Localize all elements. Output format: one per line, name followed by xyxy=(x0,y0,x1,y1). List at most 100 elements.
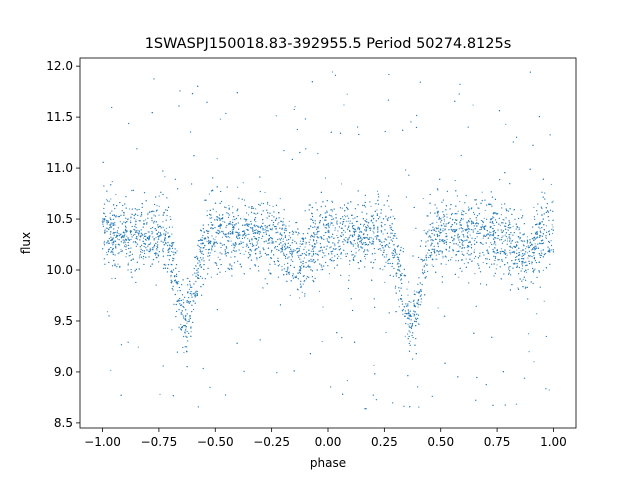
data-point xyxy=(346,253,349,255)
data-point xyxy=(518,266,520,269)
data-point xyxy=(186,346,188,348)
data-point xyxy=(225,207,227,209)
data-point xyxy=(283,218,285,220)
data-point xyxy=(519,238,521,240)
data-point xyxy=(510,246,512,249)
data-point xyxy=(230,267,232,269)
data-point xyxy=(261,226,264,228)
data-point xyxy=(545,225,548,227)
data-point xyxy=(106,253,108,256)
data-point xyxy=(102,222,104,224)
data-point xyxy=(458,228,460,230)
data-point xyxy=(347,287,350,290)
data-point xyxy=(520,240,522,242)
data-point xyxy=(442,216,444,218)
data-point xyxy=(331,221,333,224)
data-point xyxy=(476,236,478,238)
data-point xyxy=(139,253,141,256)
data-point xyxy=(178,280,180,283)
data-point xyxy=(219,252,221,254)
data-point xyxy=(150,265,152,267)
data-point xyxy=(413,315,415,317)
data-point xyxy=(112,218,114,220)
data-point xyxy=(507,238,509,240)
data-point xyxy=(383,241,385,243)
data-point xyxy=(207,236,209,238)
data-point xyxy=(311,276,314,278)
data-point xyxy=(352,254,354,256)
data-point xyxy=(469,234,471,236)
data-point xyxy=(436,207,438,209)
data-point xyxy=(379,216,381,218)
data-point xyxy=(216,242,218,244)
data-point xyxy=(392,253,395,255)
data-point xyxy=(288,235,290,237)
data-point xyxy=(372,238,375,240)
data-point xyxy=(299,243,301,245)
data-point xyxy=(110,369,112,371)
data-point xyxy=(255,213,257,215)
data-point xyxy=(158,205,160,207)
data-point xyxy=(526,246,528,248)
data-point xyxy=(259,256,261,259)
data-point xyxy=(417,314,420,316)
data-point xyxy=(175,264,178,266)
data-point xyxy=(117,253,119,255)
data-point xyxy=(540,254,542,256)
data-point xyxy=(479,271,482,273)
data-point xyxy=(468,208,470,210)
data-point xyxy=(162,267,165,269)
data-point xyxy=(220,246,222,249)
data-point xyxy=(398,263,400,265)
data-point xyxy=(399,270,401,272)
data-point xyxy=(230,256,232,258)
data-point xyxy=(226,233,228,235)
data-point xyxy=(102,218,104,220)
chart-title: 1SWASPJ150018.83-392955.5 Period 50274.8… xyxy=(145,36,512,52)
data-point xyxy=(243,253,245,255)
data-point xyxy=(461,241,464,244)
data-point xyxy=(201,236,203,239)
data-point xyxy=(353,234,356,236)
data-point xyxy=(202,253,204,255)
data-point xyxy=(277,276,280,278)
data-point xyxy=(482,237,484,239)
data-point xyxy=(255,208,257,210)
data-point xyxy=(128,208,131,210)
data-point xyxy=(230,223,232,225)
data-point xyxy=(137,229,139,231)
data-point xyxy=(108,200,110,202)
data-point xyxy=(449,246,451,248)
data-point xyxy=(358,231,361,233)
data-point xyxy=(120,214,122,216)
data-point xyxy=(189,284,191,287)
data-point xyxy=(444,229,446,231)
data-point xyxy=(432,265,434,268)
data-point xyxy=(505,123,507,125)
data-point xyxy=(254,264,256,266)
data-point xyxy=(524,287,527,289)
data-point xyxy=(285,253,288,256)
data-point xyxy=(516,249,518,251)
data-point xyxy=(242,246,244,248)
data-point xyxy=(485,258,487,260)
data-point xyxy=(385,261,387,263)
data-point xyxy=(512,225,514,228)
data-point xyxy=(364,236,366,239)
data-point xyxy=(529,255,532,257)
data-point xyxy=(171,226,174,228)
data-point xyxy=(106,223,108,225)
data-point xyxy=(479,252,481,254)
data-point xyxy=(394,287,396,289)
data-point xyxy=(278,222,280,224)
data-point xyxy=(172,285,174,287)
data-point xyxy=(229,236,231,239)
data-point xyxy=(331,201,334,203)
data-point xyxy=(407,323,409,325)
data-point xyxy=(364,258,367,260)
data-point xyxy=(456,213,458,215)
data-point xyxy=(337,230,339,232)
data-point xyxy=(102,223,104,225)
data-point xyxy=(145,239,147,241)
